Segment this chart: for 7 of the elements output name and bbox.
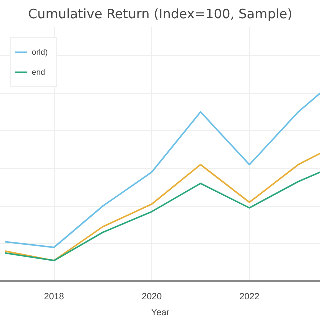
x-tick-label: 2020	[142, 292, 162, 302]
x-axis-title: Year	[151, 308, 170, 318]
legend-label: end	[32, 68, 46, 76]
x-tick-label: 2022	[240, 292, 260, 302]
x-tick-label: 2018	[44, 292, 64, 302]
legend-label: orld)	[32, 48, 50, 56]
chart-title: Cumulative Return (Index=100, Sample)	[28, 8, 293, 22]
